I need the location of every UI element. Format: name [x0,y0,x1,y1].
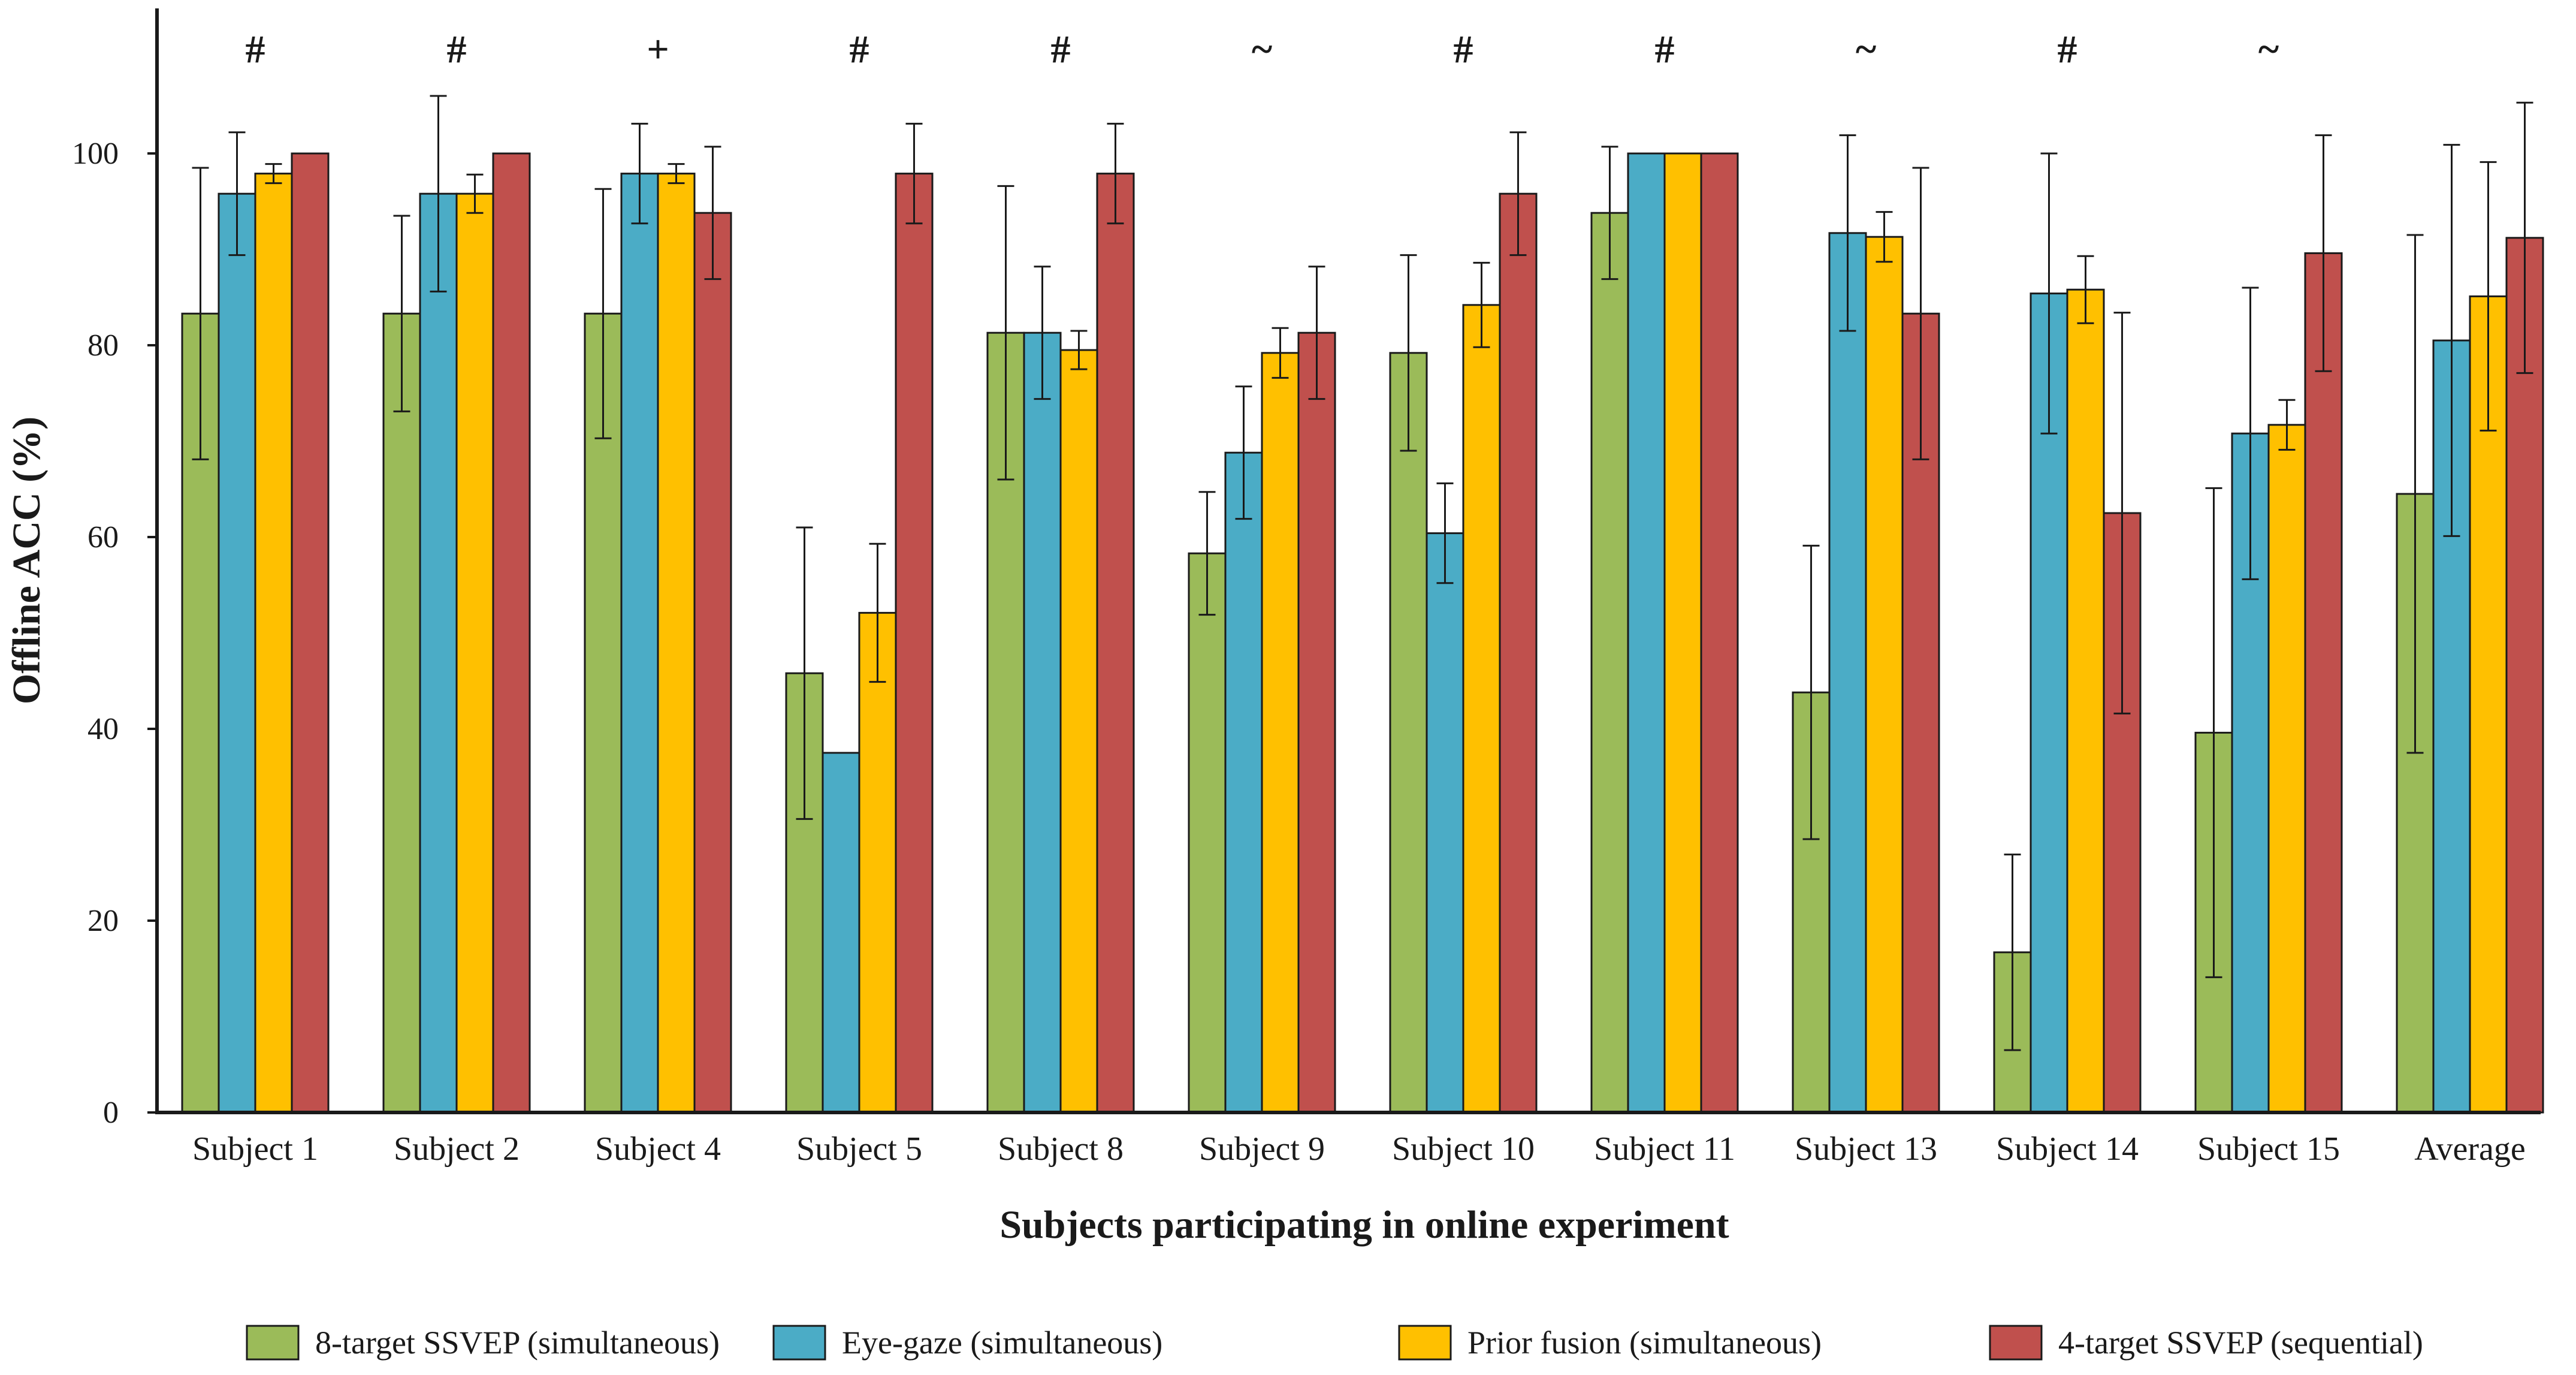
bar [1700,152,1739,1114]
bar [693,212,732,1114]
legend-swatch [1989,1325,2043,1361]
x-category-label: Average [2414,1130,2526,1168]
bar [657,173,696,1114]
y-tick-label: 60 [87,520,119,554]
x-category-label: Subject 2 [394,1130,520,1168]
x-category-label: Subject 10 [1392,1130,1535,1168]
y-tick-label: 0 [103,1096,119,1130]
bar [1499,192,1538,1114]
bar [895,173,934,1114]
bar [455,192,494,1114]
significance-mark: ~ [1856,28,1876,71]
legend-label: Prior fusion (simultaneous) [1467,1325,1822,1361]
x-category-label: Subject 8 [998,1130,1124,1168]
bar [1389,352,1428,1114]
error-bars-layer [192,95,2533,1051]
x-category-label: Subject 11 [1594,1130,1735,1168]
bar [2066,288,2105,1114]
legend-label: Eye-gaze (simultaneous) [842,1325,1162,1361]
x-category-label: Subject 9 [1199,1130,1325,1168]
significance-mark: # [850,28,869,71]
significance-mark: ~ [1252,28,1272,71]
bar [1261,352,1300,1114]
bar [858,611,897,1114]
significance-mark: # [447,28,467,71]
bar [584,312,623,1114]
bar [419,192,458,1114]
legend: 8-target SSVEP (simultaneous) Eye-gaze (s… [246,1325,2423,1361]
significance-mark: # [246,28,265,71]
y-tick-label: 20 [87,904,119,938]
significance-mark: # [2058,28,2077,71]
bar [1188,552,1227,1114]
bar [1224,451,1263,1114]
significance-marks: # # + # # ~ # # ~ # ~ [246,28,2279,71]
x-category-label: Subject 13 [1795,1130,1937,1168]
significance-mark: + [647,28,669,71]
significance-mark: # [1655,28,1675,71]
bar [1627,152,1666,1114]
bar [382,312,421,1114]
y-axis-title: Offline ACC (%) [5,417,49,704]
bar [1023,331,1062,1114]
bar [291,152,330,1114]
legend-swatch [772,1325,826,1361]
legend-label: 4-target SSVEP (sequential) [2058,1325,2423,1361]
bar [1426,532,1464,1114]
bar [492,152,531,1114]
y-tick-label: 40 [87,712,119,746]
bar [1297,331,1336,1114]
legend-swatch [1398,1325,1452,1361]
bar [1059,349,1098,1114]
bar [2304,252,2343,1114]
x-category-labels: Subject 1 Subject 2 Subject 4 Subject 5 Subj… [192,1130,2526,1168]
y-tick-label: 100 [72,137,119,171]
bar [2267,424,2306,1114]
x-category-label: Subject 15 [2197,1130,2340,1168]
bars-layer [181,152,2544,1114]
x-category-label: Subject 4 [595,1130,721,1168]
bar [620,173,659,1114]
significance-mark: # [1051,28,1071,71]
bar [1663,152,1702,1114]
bar [1590,212,1629,1114]
bar [1096,173,1135,1114]
x-category-label: Subject 14 [1996,1130,2139,1168]
x-category-label: Subject 5 [796,1130,922,1168]
significance-mark: ~ [2258,28,2279,71]
x-category-label: Subject 1 [192,1130,318,1168]
bar [254,173,293,1114]
x-axis-title: Subjects participating in online experim… [999,1203,1729,1247]
bar [218,192,256,1114]
bar [1828,232,1867,1114]
y-tick-label: 80 [87,328,119,363]
legend-label: 8-target SSVEP (simultaneous) [315,1325,720,1361]
legend-swatch [246,1325,300,1361]
y-ticks-layer: 0 20 40 60 80 100 [72,137,157,1130]
bar [1865,236,1904,1114]
bar [1462,304,1501,1114]
significance-mark: # [1454,28,1473,71]
bar [822,752,860,1114]
